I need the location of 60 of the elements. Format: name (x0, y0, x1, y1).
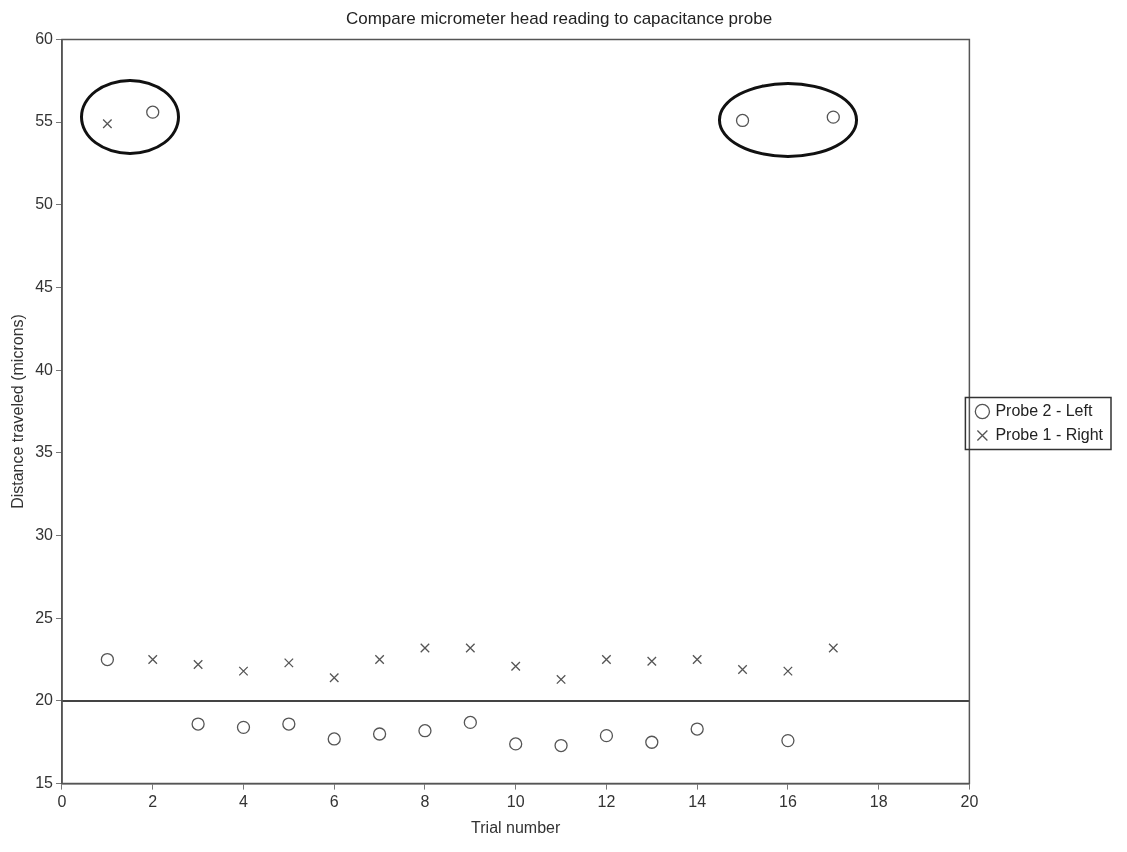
y-tick-label: 40 (35, 360, 54, 378)
chart-title: Compare micrometer head reading to capacitance probe (345, 8, 773, 28)
y-tick-label: 30 (35, 525, 54, 543)
x-tick-label: 10 (506, 792, 525, 810)
point (781, 733, 795, 748)
point (191, 717, 205, 731)
point (737, 664, 748, 675)
y-axis-title: Distance traveled (microns) (9, 314, 27, 509)
point (327, 732, 341, 746)
point (692, 654, 703, 665)
point (283, 657, 294, 668)
x-tick-label: 0 (57, 792, 67, 810)
point (509, 737, 523, 751)
point (601, 654, 612, 665)
x-tick-label: 12 (597, 792, 616, 810)
point (329, 672, 340, 683)
y-tick-label: 20 (35, 691, 54, 709)
point (282, 717, 296, 731)
point (599, 728, 614, 743)
point (735, 113, 750, 128)
point (100, 652, 115, 667)
y-tick-label: 60 (35, 29, 54, 47)
y-tick-label: 50 (35, 195, 54, 213)
point (554, 738, 568, 753)
point (645, 735, 659, 749)
point (418, 724, 432, 738)
legend-label: Probe 2 - Left (995, 401, 1093, 419)
point (556, 674, 566, 685)
point (146, 105, 160, 119)
point (828, 643, 839, 653)
point (372, 727, 387, 741)
point (236, 720, 251, 735)
point (510, 661, 521, 672)
x-tick-label: 18 (869, 792, 888, 810)
point (783, 666, 793, 677)
x-tick-label: 2 (148, 792, 158, 810)
point (646, 656, 657, 667)
point (193, 659, 203, 670)
x-tick-label: 20 (960, 792, 979, 810)
x-axis-title: Trial number (471, 818, 561, 836)
x-tick-label: 16 (779, 792, 797, 810)
y-tick-label: 55 (35, 112, 54, 130)
y-tick-label: 15 (35, 774, 54, 792)
point (826, 110, 840, 124)
point (147, 654, 158, 665)
point (102, 118, 113, 129)
x-tick-label: 8 (420, 792, 430, 810)
x-tick-label: 4 (239, 792, 249, 810)
x-tick-label: 6 (329, 792, 339, 810)
x-tick-label: 14 (688, 792, 707, 810)
point (420, 643, 430, 653)
point (690, 722, 704, 736)
point (374, 654, 385, 665)
legend-label: Probe 1 - Right (995, 425, 1104, 443)
point (238, 666, 249, 677)
y-tick-label: 25 (35, 608, 54, 626)
point (465, 643, 476, 653)
point (463, 715, 477, 730)
y-tick-label: 35 (35, 443, 54, 461)
y-tick-label: 45 (35, 277, 54, 295)
